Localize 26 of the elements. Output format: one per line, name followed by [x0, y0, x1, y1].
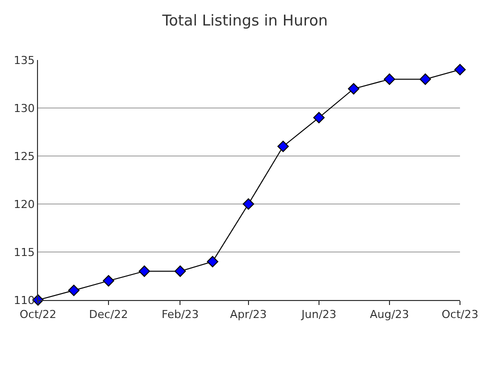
- point: [242, 198, 254, 210]
- point: [206, 256, 218, 268]
- y-tick-label: 135: [14, 54, 35, 67]
- point: [277, 140, 289, 152]
- point: [313, 112, 325, 124]
- x-tick-label: Apr/23: [230, 308, 267, 322]
- y-tick-label: 110: [14, 294, 35, 307]
- x-tick-label: Feb/23: [162, 308, 199, 322]
- y-tick-label: 130: [14, 102, 35, 115]
- x-tick-label: Aug/23: [370, 308, 410, 322]
- point: [174, 266, 186, 277]
- point: [138, 266, 150, 277]
- chart-title: Total Listings in Huron: [161, 12, 328, 30]
- point: [68, 284, 80, 296]
- point: [384, 74, 396, 85]
- point: [348, 83, 360, 94]
- point: [454, 64, 466, 76]
- point: [102, 275, 114, 286]
- y-tick-label: 125: [14, 150, 35, 163]
- x-tick-label: Jun/23: [300, 308, 336, 322]
- x-tick-label: Oct/23: [442, 308, 478, 322]
- point: [420, 74, 432, 85]
- x-tick-label: Dec/22: [89, 308, 128, 322]
- y-tick-label: 120: [14, 198, 35, 211]
- x-tick-label: Oct/22: [20, 308, 56, 322]
- y-tick-label: 115: [14, 246, 35, 259]
